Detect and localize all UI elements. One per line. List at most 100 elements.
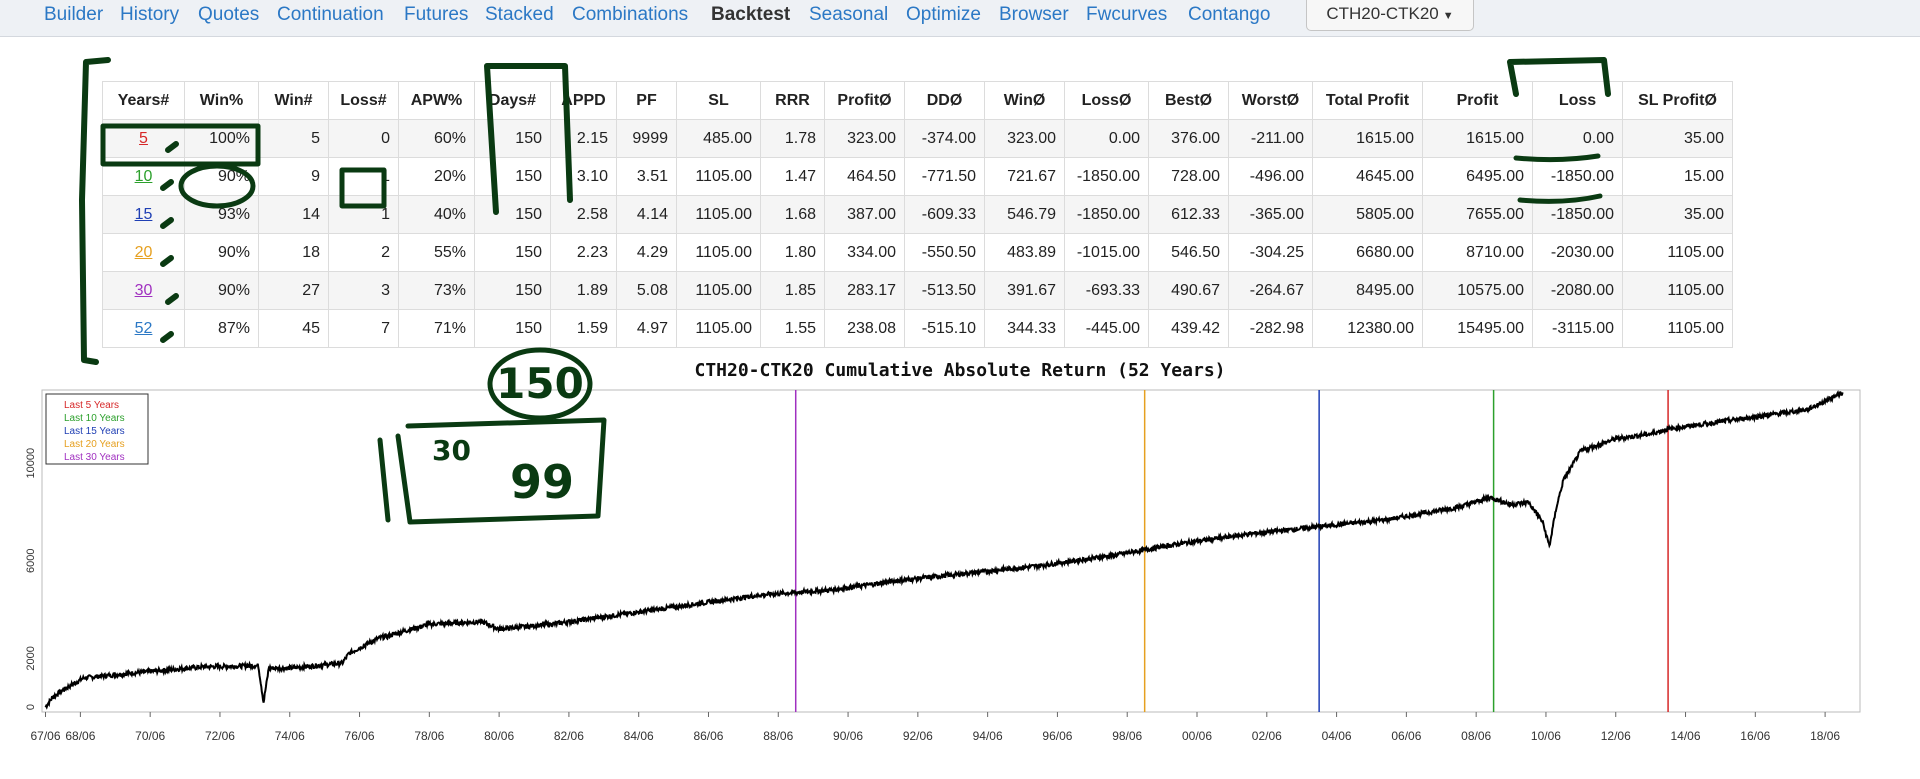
- table-cell: 150: [474, 157, 551, 196]
- nav-fwcurves[interactable]: Fwcurves: [1086, 4, 1168, 25]
- table-cell: 2.23: [550, 233, 617, 272]
- table-cell: -304.25: [1228, 233, 1313, 272]
- x-tick-label: 18/06: [1810, 729, 1840, 743]
- years-link-15[interactable]: 15: [134, 205, 153, 223]
- nav-stacked[interactable]: Stacked: [485, 4, 554, 25]
- years-link-10[interactable]: 10: [134, 167, 153, 185]
- chart-title: CTH20-CTK20 Cumulative Absolute Return (…: [694, 360, 1226, 381]
- table-cell: 3: [328, 271, 399, 310]
- column-header-19[interactable]: SL ProfitØ: [1622, 81, 1733, 120]
- table-cell: 0.00: [1064, 119, 1149, 158]
- nav-continuation[interactable]: Continuation: [277, 4, 384, 25]
- symbol-dropdown[interactable]: CTH20-CTK20 ▼: [1306, 0, 1474, 31]
- table-cell: -513.50: [904, 271, 985, 310]
- nav-quotes[interactable]: Quotes: [198, 4, 260, 25]
- years-link-30[interactable]: 30: [134, 281, 153, 299]
- table-cell: 490.67: [1148, 271, 1229, 310]
- column-header-3[interactable]: Loss#: [328, 81, 399, 120]
- table-row: 15 93% 14 1 40% 150 2.58 4.14 1105.00 1.68 387.00-…: [102, 195, 1733, 234]
- column-header-12[interactable]: WinØ: [984, 81, 1065, 120]
- column-header-11[interactable]: DDØ: [904, 81, 985, 120]
- table-cell: -2030.00: [1532, 233, 1623, 272]
- column-header-16[interactable]: Total Profit: [1312, 81, 1423, 120]
- column-header-13[interactable]: LossØ: [1064, 81, 1149, 120]
- table-cell: 9999: [616, 119, 677, 158]
- x-tick-label: 10/06: [1531, 729, 1561, 743]
- table-cell: 1105.00: [1622, 309, 1733, 348]
- table-header-row: Years# Win% Win# Loss# APW% Days# APPD PF SL RRR P…: [102, 81, 1733, 120]
- table-cell: -515.10: [904, 309, 985, 348]
- table-cell: 1.68: [760, 195, 825, 234]
- table-row: 30 90% 27 3 73% 150 1.89 5.08 1105.00 1.85 283.17-…: [102, 271, 1733, 310]
- years-link-5[interactable]: 5: [139, 129, 148, 147]
- nav-futures[interactable]: Futures: [404, 4, 469, 25]
- table-cell: 1105.00: [1622, 271, 1733, 310]
- top-nav: Builder History Quotes Continuation Futu…: [0, 0, 1920, 37]
- column-header-5[interactable]: Days#: [474, 81, 551, 120]
- years-cell: 52: [102, 309, 185, 348]
- column-header-9[interactable]: RRR: [760, 81, 825, 120]
- legend-entry: Last 5 Years: [64, 400, 119, 411]
- table-cell: 728.00: [1148, 157, 1229, 196]
- table-cell: 4.29: [616, 233, 677, 272]
- table-cell: 6680.00: [1312, 233, 1423, 272]
- column-header-18[interactable]: Loss: [1532, 81, 1623, 120]
- x-tick-label: 74/06: [275, 729, 305, 743]
- column-header-6[interactable]: APPD: [550, 81, 617, 120]
- x-tick-label: 08/06: [1461, 729, 1491, 743]
- x-tick-label: 84/06: [624, 729, 654, 743]
- x-tick-label: 70/06: [135, 729, 165, 743]
- nav-seasonal[interactable]: Seasonal: [809, 4, 889, 25]
- series-line: [44, 390, 1844, 710]
- column-header-1[interactable]: Win%: [184, 81, 259, 120]
- table-cell: 35.00: [1622, 195, 1733, 234]
- nav-browser[interactable]: Browser: [999, 4, 1069, 25]
- table-cell: 238.08: [824, 309, 905, 348]
- column-header-7[interactable]: PF: [616, 81, 677, 120]
- table-cell: -282.98: [1228, 309, 1313, 348]
- table-cell: 73%: [398, 271, 475, 310]
- column-header-10[interactable]: ProfitØ: [824, 81, 905, 120]
- x-tick-label: 14/06: [1671, 729, 1701, 743]
- table-row: 20 90% 18 2 55% 150 2.23 4.29 1105.00 1.80 334.00-…: [102, 233, 1733, 272]
- years-cell: 15: [102, 195, 185, 234]
- table-cell: 1105.00: [676, 233, 761, 272]
- column-header-17[interactable]: Profit: [1422, 81, 1533, 120]
- table-cell: 5.08: [616, 271, 677, 310]
- column-header-4[interactable]: APW%: [398, 81, 475, 120]
- column-header-2[interactable]: Win#: [258, 81, 329, 120]
- backtest-stats-table: Years# Win% Win# Loss# APW% Days# APPD PF SL RRR P…: [102, 81, 1733, 348]
- x-tick-label: 82/06: [554, 729, 584, 743]
- table-cell: 1: [328, 157, 399, 196]
- years-link-20[interactable]: 20: [134, 243, 153, 261]
- table-cell: 3.10: [550, 157, 617, 196]
- column-header-8[interactable]: SL: [676, 81, 761, 120]
- column-header-14[interactable]: BestØ: [1148, 81, 1229, 120]
- nav-contango[interactable]: Contango: [1188, 4, 1271, 25]
- table-cell: 1105.00: [1622, 233, 1733, 272]
- column-header-15[interactable]: WorstØ: [1228, 81, 1313, 120]
- years-link-52[interactable]: 52: [134, 319, 153, 337]
- nav-combinations[interactable]: Combinations: [572, 4, 689, 25]
- table-cell: 8710.00: [1422, 233, 1533, 272]
- x-tick-label: 96/06: [1042, 729, 1072, 743]
- table-cell: 464.50: [824, 157, 905, 196]
- table-cell: 721.67: [984, 157, 1065, 196]
- nav-backtest[interactable]: Backtest: [711, 4, 791, 25]
- nav-optimize[interactable]: Optimize: [906, 4, 981, 25]
- table-cell: 1.89: [550, 271, 617, 310]
- table-cell: -1850.00: [1532, 195, 1623, 234]
- x-tick-label: 76/06: [345, 729, 375, 743]
- table-cell: -1850.00: [1064, 195, 1149, 234]
- column-header-0[interactable]: Years#: [102, 81, 185, 120]
- nav-history[interactable]: History: [120, 4, 180, 25]
- table-cell: 0.00: [1532, 119, 1623, 158]
- table-cell: 5: [258, 119, 329, 158]
- table-cell: 40%: [398, 195, 475, 234]
- table-cell: 376.00: [1148, 119, 1229, 158]
- x-tick-label: 78/06: [414, 729, 444, 743]
- table-cell: 3.51: [616, 157, 677, 196]
- table-cell: 4.14: [616, 195, 677, 234]
- nav-builder[interactable]: Builder: [44, 4, 104, 25]
- caret-down-icon: ▼: [1442, 10, 1454, 22]
